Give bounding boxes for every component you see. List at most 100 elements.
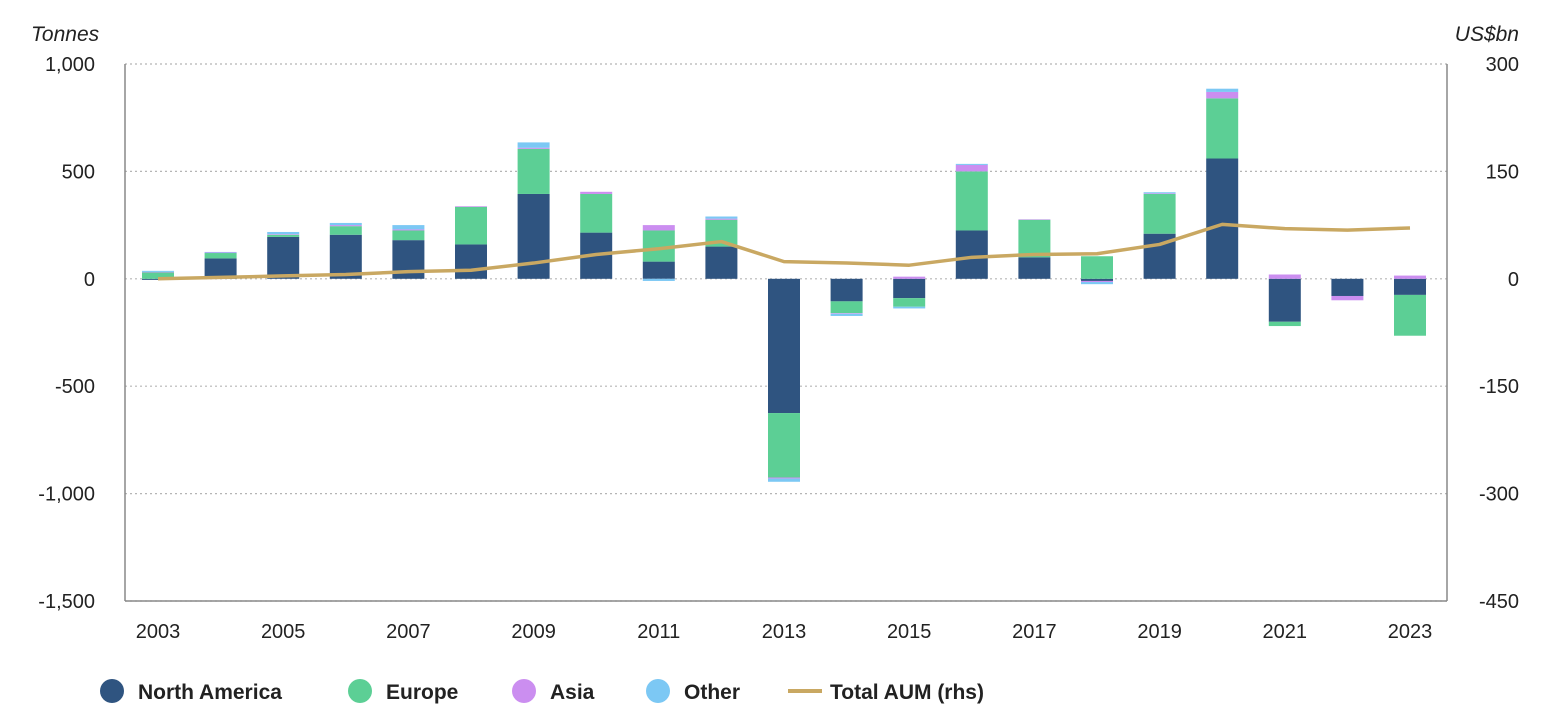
legend-swatch-asia [512,679,536,703]
legend-swatch-other [646,679,670,703]
bar-europe-2020 [1206,98,1239,159]
bar-asia-2010 [580,191,613,194]
bar-other-2007 [392,225,425,230]
axes [124,64,1448,602]
bar-asia-2015 [893,276,926,279]
legend-swatch-north-america [100,679,124,703]
bar-north-america-2021 [1268,278,1301,322]
bar-north-america-2012 [705,246,738,279]
bar-other-2014 [830,313,863,316]
bar-europe-2018 [1081,256,1113,279]
bar-asia-2023 [1394,275,1426,279]
bar-north-america-2020 [1206,158,1239,279]
line-total-aum [157,222,1411,281]
bar-other-2011 [642,278,675,281]
right-axis-unit: US$bn [1455,23,1519,46]
bar-north-america-2004 [204,258,237,279]
left-axis-unit: Tonnes [31,23,100,46]
bar-other-2019 [1143,192,1176,194]
bar-asia-2022 [1331,295,1364,301]
bar-europe-2004 [204,253,237,259]
bar-europe-2007 [392,230,425,241]
bar-other-2016 [955,163,988,165]
bar-asia-2019 [1143,193,1176,194]
bar-europe-2008 [455,206,487,245]
bar-other-2020 [1206,88,1239,92]
bar-europe-2021 [1268,321,1301,327]
bar-europe-2015 [893,298,926,307]
bar-other-2015 [893,306,926,309]
left-tick-label: 0 [84,269,95,291]
bar-other-2009 [517,142,550,148]
legend-label: Total AUM (rhs) [830,681,984,704]
bar-asia-2012 [705,218,738,220]
bar-asia-2021 [1268,274,1301,279]
x-tick-label: 2011 [637,621,680,643]
x-tick-label: 2021 [1263,621,1308,643]
right-tick-label: 300 [1486,54,1519,76]
bar-europe-2005 [267,234,300,237]
bar-asia-2020 [1206,91,1239,99]
bar-europe-2013 [768,413,800,478]
legend-label: North America [138,681,282,704]
right-tick-label: 150 [1486,161,1519,183]
bar-north-america-2011 [642,261,675,279]
left-tick-label: -500 [55,376,95,398]
right-tick-label: -300 [1479,484,1519,506]
bar-other-2004 [204,251,237,253]
bar-europe-2017 [1018,219,1051,258]
x-tick-label: 2003 [136,621,181,643]
x-tick-label: 2013 [762,621,807,643]
bar-asia-2017 [1018,219,1051,220]
x-tick-label: 2015 [887,621,932,643]
bar-europe-2016 [955,171,988,231]
left-tick-label: 500 [62,161,95,183]
bar-asia-2004 [204,252,237,254]
bar-europe-2014 [830,301,863,314]
bar-europe-2019 [1143,193,1176,234]
bar-other-2005 [267,231,300,235]
bar-europe-2003 [142,272,174,279]
bar-other-2012 [705,216,738,219]
bar-europe-2010 [580,193,613,233]
bar-north-america-2023 [1394,278,1426,295]
bar-europe-2023 [1394,294,1426,336]
bar-north-america-2014 [830,278,863,302]
x-tick-label: 2005 [261,621,306,643]
legend-label: Other [684,681,740,704]
x-tick-label: 2023 [1388,621,1433,643]
bar-north-america-2013 [768,278,800,414]
bar-europe-2006 [329,226,362,235]
left-tick-label: -1,000 [38,484,95,506]
bar-asia-2011 [642,225,675,231]
total-aum-line [157,222,1411,281]
right-tick-label: 0 [1508,269,1519,291]
bar-other-2018 [1081,282,1113,285]
x-tick-label: 2007 [386,621,431,643]
bars [142,88,1426,482]
right-tick-label: -150 [1479,376,1519,398]
bar-other-2006 [329,222,362,226]
tick-labels: 1,000 500 0 -500 -1,000 -1,500 300 150 0 -150 -300… [38,54,1519,643]
x-tick-label: 2017 [1012,621,1057,643]
right-tick-label: -450 [1479,591,1519,613]
bar-north-america-2022 [1331,278,1364,296]
bar-north-america-2017 [1018,257,1051,279]
bar-asia-2006 [329,225,362,227]
bar-north-america-2005 [267,236,300,279]
bar-asia-2005 [267,234,300,235]
legend-label: Europe [386,681,458,704]
bar-asia-2016 [955,164,988,172]
bar-other-2003 [142,270,174,272]
bar-europe-2009 [517,148,550,194]
bar-north-america-2015 [893,278,926,299]
bar-other-2013 [768,478,800,482]
bar-asia-2003 [142,271,174,273]
bar-asia-2007 [392,229,425,231]
left-tick-label: -1,500 [38,591,95,613]
bar-north-america-2018 [1081,278,1113,281]
x-tick-label: 2019 [1137,621,1182,643]
bar-asia-2008 [455,206,487,207]
bar-asia-2014 [830,313,863,314]
